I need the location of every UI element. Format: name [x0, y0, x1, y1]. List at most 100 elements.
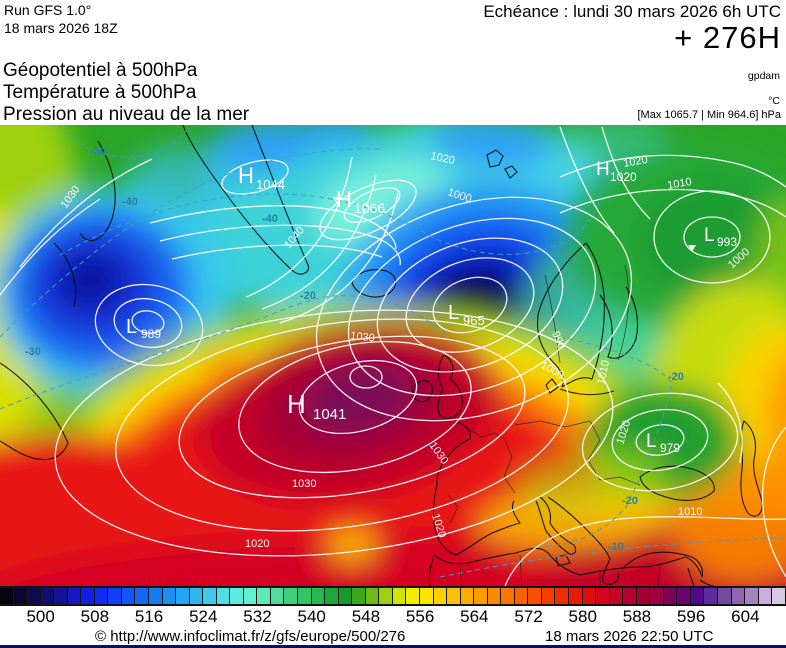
colorbar-cell [297, 587, 312, 605]
colorbar-tick: 556 [405, 607, 435, 626]
colorbar-cell [500, 587, 515, 605]
colorbar-cell [391, 587, 407, 605]
colorbar-cell [134, 587, 150, 605]
field-temperature-label: Température à 500hPa [3, 82, 197, 103]
colorbar-cell [473, 587, 488, 605]
colorbar-cell [744, 587, 759, 605]
field-geopotential-label: Géopotentiel à 500hPa [3, 60, 198, 81]
colorbar-cell [771, 587, 786, 605]
isobar-value-label: 1020 [622, 154, 648, 170]
colorbar-cell [757, 587, 773, 605]
pressure-center-value: 1066 [354, 200, 385, 216]
temperature-value-label: -40 [262, 213, 278, 225]
temperature-value-label: -10 [608, 541, 624, 553]
colorbar-cell [676, 587, 691, 605]
temperature-value-label: -20 [622, 495, 638, 507]
colorbar-cell [622, 587, 637, 605]
colorbar-cell [364, 587, 380, 605]
colorbar-cell [80, 587, 95, 605]
pressure-center-letter: L [704, 225, 715, 246]
isobar-contours-layer [0, 126, 786, 587]
colorbar-cell [26, 587, 41, 605]
isobar-value-label: 1030 [350, 330, 376, 344]
pressure-center-value: 1044 [256, 177, 285, 192]
colorbar-cell [175, 587, 190, 605]
temperature-contours-layer [0, 124, 786, 578]
colorbar-cell [635, 587, 651, 605]
colorbar-cell [229, 587, 244, 605]
colorbar-cell [595, 587, 610, 605]
colorbar-cell [93, 587, 109, 605]
unit-celsius-label: °C [768, 95, 780, 107]
isobar-value-label: 1010 [678, 506, 702, 518]
colorbar-tick: 524 [189, 607, 218, 626]
isobar-value-label: 1010 [595, 359, 612, 385]
colorbar-cell [120, 587, 136, 605]
colorbar-cell [202, 587, 217, 605]
colorbar-cell [215, 587, 231, 605]
colorbar-cell [107, 587, 122, 605]
colorbar-cell [418, 587, 434, 605]
colorbar-cell [581, 587, 597, 605]
colorbar-cell [554, 587, 569, 605]
colorbar [0, 586, 786, 606]
colorbar-tick: 508 [80, 607, 110, 626]
pressure-center-value: 965 [463, 313, 485, 328]
colorbar-cell [513, 587, 529, 605]
coastlines-layer [0, 124, 763, 587]
colorbar-cell [716, 587, 732, 605]
colorbar-cell [242, 587, 258, 605]
colorbar-cell [188, 587, 204, 605]
run-date-label: 18 mars 2026 18Z [4, 20, 118, 36]
run-model-label: Run GFS 1.0° [4, 2, 92, 18]
pressure-center-value: 989 [141, 327, 161, 341]
colorbar-cell [148, 587, 163, 605]
colorbar-cell [256, 587, 271, 605]
colorbar-cell [459, 587, 475, 605]
valid-time-label: Echéance : lundi 30 mars 2026 6h UTC [483, 2, 781, 21]
colorbar-cell [486, 587, 502, 605]
pressure-center-value: 993 [717, 235, 737, 249]
pressure-center-letter: L [126, 316, 137, 338]
colorbar-cell [703, 587, 718, 605]
footer: © http://www.infoclimat.fr/z/gfs/europe/… [0, 628, 786, 645]
colorbar-cell [351, 587, 366, 605]
colorbar-ticks: 500 508 516 524 532 540 548 556 564 572 580 588 596 6… [0, 606, 786, 628]
colorbar-cell [0, 587, 14, 605]
colorbar-cell [405, 587, 420, 605]
isobar-value-label: 1020 [429, 150, 455, 167]
colorbar-cell [324, 587, 339, 605]
colorbar-cell [432, 587, 448, 605]
colorbar-cell [310, 587, 326, 605]
colorbar-cell [662, 587, 678, 605]
pressure-minmax-label: [Max 1065.7 | Min 964.6] hPa [637, 109, 782, 121]
colorbar-tick: 532 [243, 607, 272, 626]
colorbar-tick: 588 [622, 607, 652, 626]
colorbar-cell [337, 587, 353, 605]
colorbar-cell [53, 587, 68, 605]
pressure-center-letter: H [238, 163, 254, 188]
colorbar-cell [66, 587, 82, 605]
colorbar-cell [446, 587, 461, 605]
forecast-hour-label: + 276H [674, 20, 781, 55]
pressure-center-letter: H [287, 389, 306, 419]
colorbar-cell [269, 587, 285, 605]
field-pressure-label: Pression au niveau de la mer [3, 104, 250, 125]
colorbar-cell [527, 587, 542, 605]
temperature-labels: -40 -40 -30 -30 -20 -20 -20 -10 [25, 146, 684, 553]
copyright-url-label: © http://www.infoclimat.fr/z/gfs/europe/… [95, 628, 406, 645]
colorbar-cell [540, 587, 556, 605]
isobar-value-label: 1010 [666, 176, 692, 192]
colorbar-cell [378, 587, 393, 605]
temperature-value-label: -20 [300, 290, 316, 302]
temperature-value-label: -30 [25, 346, 41, 358]
pressure-center-value: 1020 [610, 170, 637, 184]
temperature-value-label: -40 [122, 196, 138, 208]
colorbar-cell [689, 587, 705, 605]
pressure-center-value: 1041 [313, 406, 346, 423]
pressure-center-letter: L [448, 302, 459, 324]
generation-datetime-label: 18 mars 2026 22:50 UTC [545, 628, 714, 645]
colorbar-cell [608, 587, 624, 605]
colorbar-cell [283, 587, 299, 605]
